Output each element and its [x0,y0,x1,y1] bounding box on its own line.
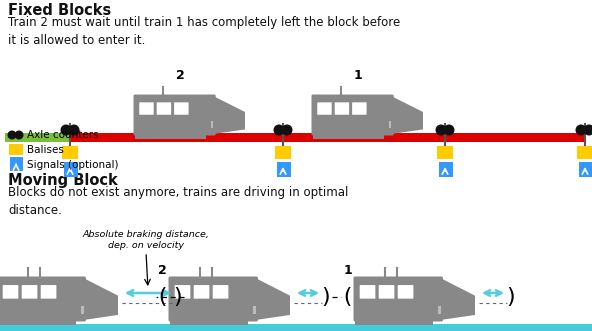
Circle shape [69,124,79,135]
FancyBboxPatch shape [313,134,384,139]
FancyBboxPatch shape [62,146,78,159]
FancyBboxPatch shape [5,133,70,142]
Polygon shape [255,278,290,320]
Text: Moving Block: Moving Block [8,173,118,188]
FancyBboxPatch shape [135,134,206,139]
FancyBboxPatch shape [0,276,86,321]
Circle shape [584,124,592,135]
Polygon shape [213,96,245,134]
Text: Train 2 must wait until train 1 has completely left the block before
it is allow: Train 2 must wait until train 1 has comp… [8,16,400,46]
FancyBboxPatch shape [0,320,76,325]
FancyBboxPatch shape [70,133,283,142]
Text: (: ( [155,287,169,307]
FancyBboxPatch shape [139,102,154,115]
Text: ): ) [171,287,185,307]
FancyBboxPatch shape [170,320,248,325]
Text: Axle counters: Axle counters [27,130,99,140]
FancyBboxPatch shape [157,102,171,115]
FancyBboxPatch shape [253,306,256,314]
Text: Fixed Blocks: Fixed Blocks [8,3,111,18]
Text: Signals (optional): Signals (optional) [27,160,118,170]
Text: Absolute braking distance,
dep. on velocity: Absolute braking distance, dep. on veloc… [82,230,210,250]
FancyBboxPatch shape [317,102,332,115]
FancyBboxPatch shape [577,146,592,159]
FancyBboxPatch shape [334,102,349,115]
FancyBboxPatch shape [437,146,453,159]
FancyBboxPatch shape [311,94,394,135]
FancyBboxPatch shape [41,285,56,299]
FancyBboxPatch shape [174,102,189,115]
FancyBboxPatch shape [9,144,23,155]
FancyBboxPatch shape [3,285,18,299]
Polygon shape [83,278,118,320]
FancyBboxPatch shape [213,285,229,299]
FancyBboxPatch shape [169,276,258,321]
Text: 2: 2 [176,69,184,82]
FancyBboxPatch shape [283,133,445,142]
FancyBboxPatch shape [360,285,375,299]
Text: 2: 2 [158,263,167,276]
FancyBboxPatch shape [81,306,83,314]
Circle shape [8,130,17,139]
FancyBboxPatch shape [379,285,394,299]
Text: 1: 1 [343,263,352,276]
FancyBboxPatch shape [175,285,191,299]
Circle shape [575,124,587,135]
FancyBboxPatch shape [353,276,443,321]
Text: ): ) [319,287,333,307]
Circle shape [282,124,292,135]
Circle shape [14,130,24,139]
FancyBboxPatch shape [398,285,413,299]
Circle shape [60,124,72,135]
Circle shape [443,124,455,135]
FancyBboxPatch shape [63,162,78,176]
FancyBboxPatch shape [578,162,592,176]
Text: 1: 1 [353,69,362,82]
FancyBboxPatch shape [194,285,210,299]
FancyBboxPatch shape [211,121,213,128]
FancyBboxPatch shape [438,306,440,314]
FancyBboxPatch shape [9,157,22,170]
FancyBboxPatch shape [276,162,291,176]
Text: Blocks do not exist anymore, trains are driving in optimal
distance.: Blocks do not exist anymore, trains are … [8,186,348,216]
FancyBboxPatch shape [445,133,585,142]
FancyBboxPatch shape [275,146,291,159]
Polygon shape [391,96,423,134]
Text: ): ) [504,287,517,307]
Circle shape [274,124,285,135]
Text: (: ( [340,287,353,307]
FancyBboxPatch shape [0,324,592,331]
FancyBboxPatch shape [134,94,215,135]
FancyBboxPatch shape [352,102,366,115]
FancyBboxPatch shape [355,320,433,325]
FancyBboxPatch shape [389,121,391,128]
Circle shape [436,124,446,135]
FancyBboxPatch shape [22,285,37,299]
Polygon shape [440,278,475,320]
Text: Balises: Balises [27,145,64,155]
FancyBboxPatch shape [439,162,452,176]
